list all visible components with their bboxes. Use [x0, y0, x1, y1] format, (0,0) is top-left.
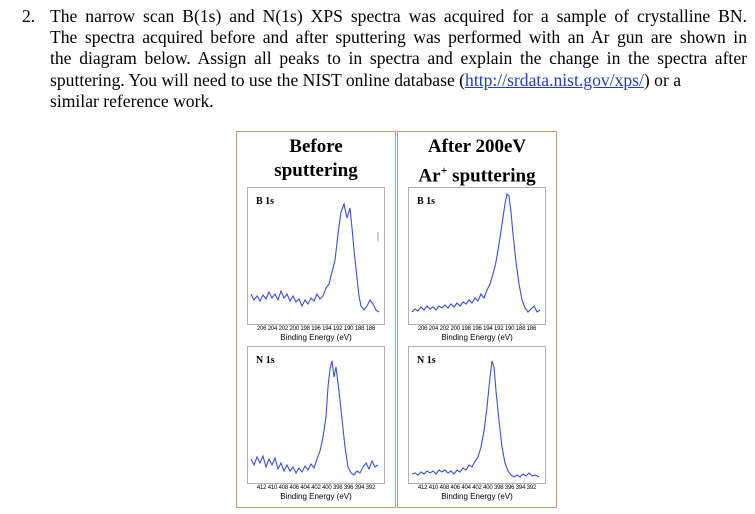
x-axis-title-after-b1s: Binding Energy (eV)	[441, 333, 513, 342]
panel-title-after-line1: After 200eV	[427, 136, 527, 157]
x-ticks-before-b1s: 206 204 202 200 198 196 194 192 190 188 …	[256, 326, 376, 332]
plot-after-b1s: B 1s	[408, 187, 546, 325]
question-number: 2.	[22, 6, 36, 26]
panel-title-before-line2: sputtering	[274, 160, 358, 181]
x-ticks-after-n1s: 412 410 408 406 404 402 400 398 396 394 …	[417, 485, 537, 491]
question-line-5: similar reference work.	[50, 90, 214, 111]
question-line-3: the diagram below. Assign all peaks to i…	[50, 48, 747, 69]
plot-before-b1s: B 1s	[247, 187, 385, 325]
title-ar-superscript: +	[440, 163, 448, 177]
plot-before-n1s: N 1s	[247, 346, 385, 484]
x-axis-title-before-b1s: Binding Energy (eV)	[280, 333, 352, 342]
curve-before-b1s	[250, 202, 380, 313]
panel-title-before-line1: Before	[289, 136, 343, 157]
x-ticks-after-b1s: 206 204 202 200 198 196 194 192 190 188 …	[417, 326, 537, 332]
plot-after-n1s: N 1s	[408, 346, 546, 484]
plot-label-after-b1s: B 1s	[417, 196, 436, 207]
title-ar: Ar	[418, 165, 441, 187]
question-line-4: sputtering. You will need to use the NIS…	[50, 70, 747, 91]
plot-label-before-b1s: B 1s	[256, 196, 275, 207]
question-line-1: The narrow scan B(1s) and N(1s) XPS spec…	[50, 6, 747, 26]
panel-title-after-line2: Ar+ sputtering	[398, 159, 556, 187]
spectrum-before-n1s	[250, 360, 379, 476]
x-ticks-before-n1s: 412 410 408 406 404 402 400 398 396 394 …	[256, 485, 376, 491]
spectrum-after-n1s	[411, 360, 540, 478]
plot-label-after-n1s: N 1s	[417, 355, 436, 366]
panel-before-sputtering: Before sputtering B 1s 206 204 202 200 1…	[236, 131, 396, 508]
nist-database-link[interactable]: http://srdata.nist.gov/xps/	[465, 69, 644, 90]
x-axis-title-before-n1s: Binding Energy (eV)	[280, 492, 352, 501]
curve-after-b1s	[411, 192, 541, 313]
question-line-2: The spectra acquired before and after sp…	[50, 27, 747, 48]
spectrum-after-b1s	[411, 192, 541, 313]
curve-before-n1s	[250, 360, 379, 476]
plot-label-before-n1s: N 1s	[256, 355, 275, 366]
panel-after-sputtering: After 200eV Ar+ sputtering B 1s 206 204 …	[397, 131, 557, 508]
title-sputtering: sputtering	[447, 165, 536, 187]
question-text: The narrow scan B(1s) and N(1s) XPS spec…	[50, 6, 747, 112]
curve-after-n1s	[411, 360, 540, 478]
x-axis-title-after-n1s: Binding Energy (eV)	[441, 492, 513, 501]
line-4-start: sputtering. You will need to use the NIS…	[50, 69, 466, 90]
spectrum-before-b1s	[250, 202, 380, 313]
line-4-end: ) or a	[643, 69, 682, 90]
